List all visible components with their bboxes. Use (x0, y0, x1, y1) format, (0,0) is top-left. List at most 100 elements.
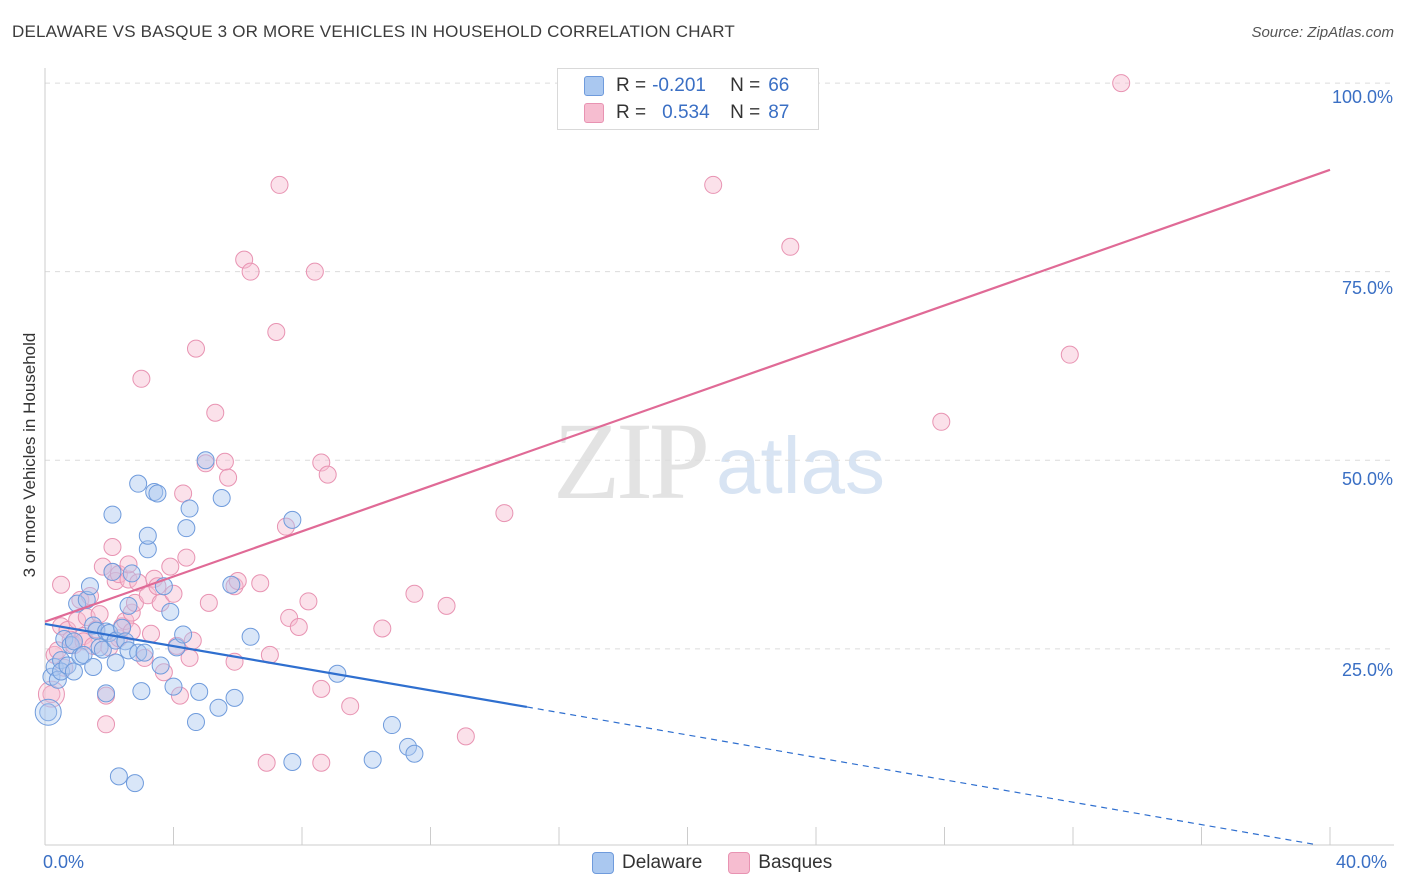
watermark-zip: ZIP (553, 400, 710, 522)
delaware-point (90, 638, 109, 657)
basques-point (312, 753, 331, 772)
delaware-point (39, 703, 58, 722)
delaware-point (138, 526, 157, 545)
source-label: Source: ZipAtlas.com (1251, 24, 1394, 41)
basques-point (341, 697, 360, 716)
basques-point (199, 593, 218, 612)
delaware-swatch (592, 852, 614, 874)
basques-point (276, 517, 295, 536)
delaware-point (405, 744, 424, 763)
delaware-point (145, 482, 164, 501)
basques-point (299, 592, 318, 611)
legend-item-basques[interactable]: Basques (728, 852, 832, 874)
n-value: 87 (768, 102, 790, 123)
delaware-point (241, 627, 260, 646)
delaware-point (399, 737, 418, 756)
basques-point (170, 686, 189, 705)
delaware-point (74, 645, 93, 664)
basques-point (225, 577, 244, 596)
basques-point (312, 679, 331, 698)
basques-point (495, 504, 514, 523)
delaware-point (64, 662, 83, 681)
basques-point (280, 608, 299, 627)
delaware-point (148, 484, 167, 503)
basques-swatch (728, 852, 751, 874)
basques-trend-line (44, 168, 1331, 623)
basques-point (52, 575, 71, 594)
y-tick-label: 75.0% (1341, 278, 1393, 298)
basques-points (37, 74, 1131, 772)
r-value: 0.534 (662, 102, 710, 123)
axes (44, 68, 1394, 846)
basques-point (289, 617, 308, 636)
basques-point (97, 715, 116, 734)
y-tick-label: 25.0% (1341, 660, 1393, 680)
y-axis-label: 3 or more Vehicles in Household (20, 332, 39, 578)
basques-point (318, 465, 337, 484)
delaware-point (119, 596, 138, 615)
n-label: N = (730, 75, 761, 96)
series-legend: Delaware Basques (592, 852, 858, 874)
basques-point (37, 680, 65, 708)
stats-legend: R = -0.201 N = 66 R = 0.534 N = 87 (557, 68, 819, 130)
legend-label-delaware: Delaware (622, 852, 703, 873)
delaware-point (225, 688, 244, 707)
delaware-point (363, 750, 382, 769)
delaware-point (196, 451, 215, 470)
delaware-trend-extension (526, 706, 1315, 845)
basques-point (103, 538, 122, 557)
basques-point (704, 175, 723, 194)
legend-item-delaware[interactable]: Delaware (592, 852, 702, 874)
delaware-trend-line (44, 622, 528, 709)
delaware-point (34, 698, 62, 726)
chart-title: DELAWARE VS BASQUE 3 OR MORE VEHICLES IN… (12, 22, 736, 41)
basques-point (781, 237, 800, 256)
delaware-point (84, 657, 103, 676)
delaware-point (212, 488, 231, 507)
basques-point (206, 403, 225, 422)
delaware-point (283, 510, 302, 529)
delaware-point (71, 647, 90, 666)
n-value: 66 (768, 75, 790, 96)
gridlines (45, 82, 1394, 650)
delaware-point (106, 653, 125, 672)
basques-point (142, 624, 161, 643)
basques-point (932, 412, 951, 431)
basques-point (270, 175, 289, 194)
delaware-point (93, 640, 112, 659)
basques-point (219, 468, 238, 487)
delaware-point (77, 590, 96, 609)
x-tick-min: 0.0% (43, 852, 85, 872)
basques-point (405, 584, 424, 603)
delaware-point (129, 643, 148, 662)
basques-point (174, 484, 193, 503)
delaware-point (103, 562, 122, 581)
delaware-point (180, 499, 199, 518)
r-label: R = (616, 75, 647, 96)
trend-lines (44, 168, 1331, 845)
delaware-point (135, 643, 154, 662)
basques-swatch (584, 103, 604, 123)
legend-label-basques: Basques (758, 852, 833, 873)
y-tick-label: 50.0% (1341, 469, 1393, 489)
delaware-point (161, 602, 180, 621)
delaware-point (151, 656, 170, 675)
watermark-atlas: atlas (716, 421, 885, 510)
basques-point (305, 262, 324, 281)
delaware-points (34, 451, 424, 793)
basques-point (164, 584, 183, 603)
basques-point (215, 452, 234, 471)
basques-point (241, 262, 260, 281)
delaware-point (174, 625, 193, 644)
delaware-point (129, 474, 148, 493)
delaware-swatch (584, 76, 604, 96)
delaware-point (138, 540, 157, 559)
basques-point (373, 619, 392, 638)
stats-row-basques: R = 0.534 N = 87 (584, 100, 789, 126)
delaware-point (190, 682, 209, 701)
basques-point (267, 323, 286, 342)
delaware-point (109, 767, 128, 786)
basques-point (161, 557, 180, 576)
basques-point (251, 574, 270, 593)
